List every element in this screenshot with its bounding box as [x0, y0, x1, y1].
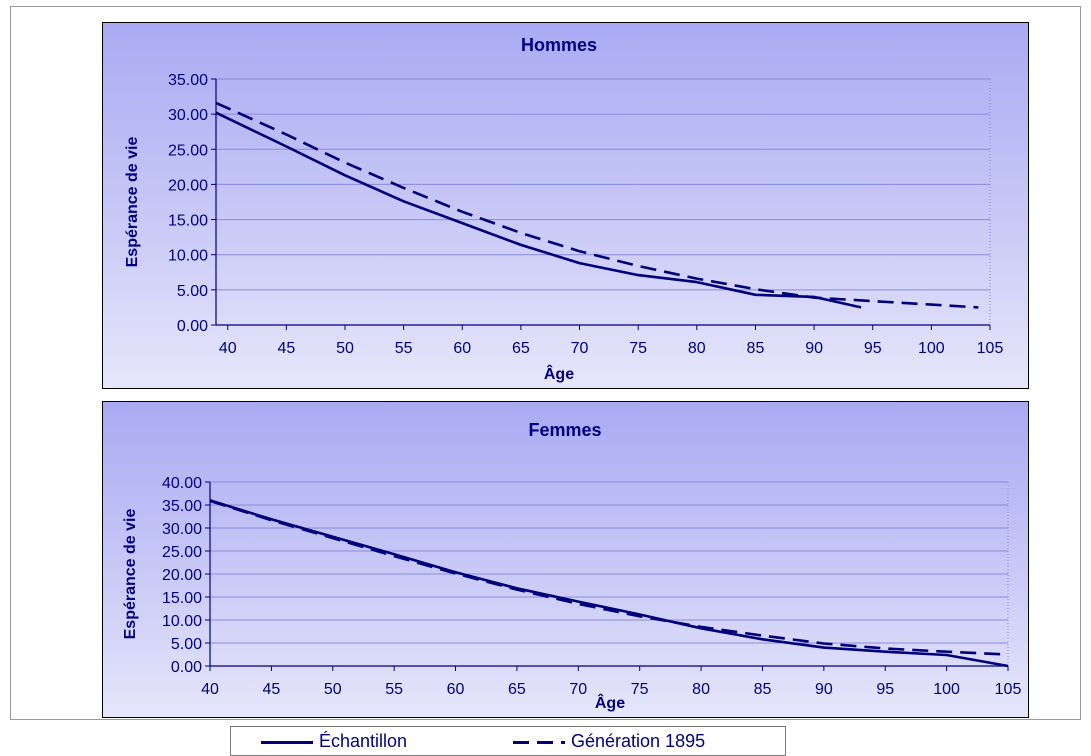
x-tick-label: 105 — [977, 340, 1004, 357]
x-tick-label: 80 — [688, 340, 706, 357]
y-tick-label: 30.00 — [162, 521, 202, 538]
series-line-echantillon — [209, 499, 1009, 668]
y-axis-title: Espérance de vie — [124, 137, 141, 268]
x-tick-label: 45 — [262, 681, 280, 698]
x-tick-label: 40 — [201, 681, 219, 698]
x-tick-label: 90 — [815, 681, 833, 698]
x-tick-label: 65 — [508, 681, 526, 698]
x-tick-label: 80 — [692, 681, 710, 698]
x-tick-label: 70 — [571, 340, 589, 357]
chart-title: Femmes — [528, 420, 601, 440]
x-tick-label: 50 — [324, 681, 342, 698]
chart-femmes: Femmes 0.00 5.00 10.00 15.00 20.00 25.00 30.00 3… — [122, 420, 1022, 712]
y-tick-label: 25.00 — [168, 142, 208, 159]
y-tick-label: 0.00 — [171, 659, 202, 676]
x-tick-label: 60 — [447, 681, 465, 698]
y-tick-label: 0.00 — [177, 318, 208, 335]
y-tick-label: 30.00 — [168, 107, 208, 124]
x-tick-label: 75 — [631, 681, 649, 698]
x-tick-label: 85 — [747, 340, 765, 357]
y-tick-label: 10.00 — [162, 613, 202, 630]
x-tick-label: 70 — [569, 681, 587, 698]
x-tick-label: 45 — [277, 340, 295, 357]
x-tick-label: 55 — [385, 681, 403, 698]
legend: Échantillon Génération 1895 — [230, 726, 786, 756]
chart-panel-femmes: Femmes 0.00 5.00 10.00 15.00 20.00 25.00 30.00 3… — [102, 401, 1029, 718]
y-axis-title: Espérance de vie — [122, 509, 139, 640]
legend-label-echantillon: Échantillon — [319, 731, 408, 751]
y-tick-label: 5.00 — [171, 636, 202, 653]
x-tick-label: 65 — [512, 340, 530, 357]
y-tick-label: 35.00 — [168, 72, 208, 89]
chart-panel-hommes: Hommes 0.00 5.00 10.00 15.00 20.00 25.00 30.00 3… — [102, 22, 1029, 389]
chart-area: Hommes 0.00 5.00 10.00 15.00 20.00 25.00 30.00 3… — [10, 6, 1081, 720]
x-tick-label: 90 — [805, 340, 823, 357]
x-tick-label: 100 — [918, 340, 945, 357]
chart-hommes: Hommes 0.00 5.00 10.00 15.00 20.00 25.00 30.00 3… — [124, 35, 1004, 383]
x-tick-label: 105 — [995, 681, 1022, 698]
x-tick-label: 95 — [864, 340, 882, 357]
x-tick-label: 75 — [629, 340, 647, 357]
x-axis-title: Âge — [544, 364, 574, 383]
series-line-echantillon — [215, 111, 862, 309]
x-tick-label: 85 — [754, 681, 772, 698]
y-tick-label: 10.00 — [168, 248, 208, 265]
y-tick-label: 15.00 — [168, 213, 208, 230]
y-tick-label: 40.00 — [162, 475, 202, 492]
x-tick-label: 60 — [453, 340, 471, 357]
y-tick-label: 35.00 — [162, 498, 202, 515]
y-tick-label: 15.00 — [162, 590, 202, 607]
legend-swatch-dashed — [513, 741, 565, 744]
x-tick-label: 55 — [395, 340, 413, 357]
legend-swatch-solid — [261, 741, 313, 744]
x-tick-label: 100 — [933, 681, 960, 698]
x-axis-title: Âge — [595, 693, 625, 712]
x-tick-label: 95 — [876, 681, 894, 698]
x-tick-label: 40 — [219, 340, 237, 357]
x-tick-label: 50 — [336, 340, 354, 357]
series-line-generation-1895 — [215, 101, 979, 309]
y-tick-label: 5.00 — [177, 283, 208, 300]
y-tick-label: 20.00 — [168, 177, 208, 194]
y-tick-label: 25.00 — [162, 544, 202, 561]
legend-label-generation-1895: Génération 1895 — [571, 731, 706, 751]
chart-title: Hommes — [521, 35, 597, 55]
series-line-generation-1895 — [209, 499, 1009, 656]
y-tick-label: 20.00 — [162, 567, 202, 584]
